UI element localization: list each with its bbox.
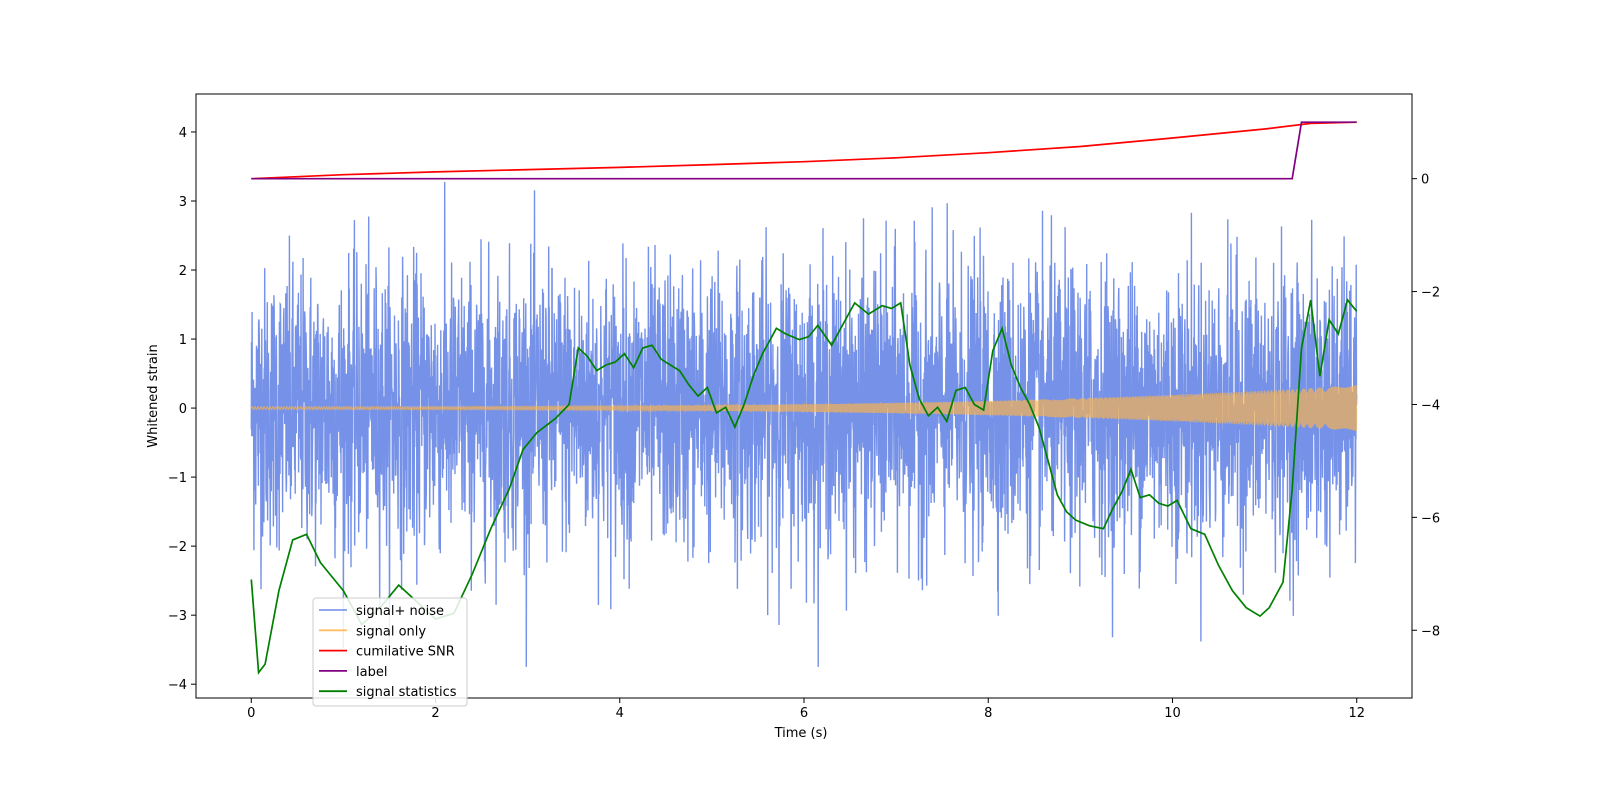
- y-tick-label: −4: [168, 678, 187, 693]
- legend-entry: label: [356, 665, 387, 680]
- legend-entry: signal only: [356, 624, 426, 639]
- x-tick-label: 6: [800, 706, 808, 721]
- legend-entry: signal+ noise: [356, 604, 444, 619]
- x-tick-label: 4: [616, 706, 624, 721]
- legend: signal+ noise signal only cumilative SNR la…: [312, 597, 468, 707]
- x-tick-label: 0: [247, 706, 255, 721]
- legend-box: [312, 597, 468, 707]
- series-signal-only-line: [250, 385, 1358, 431]
- right-axis-series: [250, 121, 1358, 675]
- y-tick-label: 0: [179, 402, 187, 417]
- x-axis-label: Time (s): [774, 726, 828, 741]
- x-tick-label: 8: [984, 706, 992, 721]
- x-tick-label: 12: [1348, 706, 1365, 721]
- y2-tick-label: −8: [1421, 624, 1440, 639]
- y-tick-label: −2: [168, 540, 187, 555]
- series-cumilative-snr: [251, 121, 1357, 180]
- x-tick-label: 2: [431, 706, 439, 721]
- y-axis-left: −4 −3 −2 −1 0 1 2 3 4: [168, 126, 196, 693]
- y-tick-label: −3: [168, 609, 187, 624]
- series-label: [251, 121, 1357, 180]
- y-axis-right: −8 −6 −4 −2 0: [1412, 173, 1440, 639]
- legend-entry: signal statistics: [356, 685, 457, 700]
- x-tick-label: 10: [1164, 706, 1181, 721]
- y-tick-label: 3: [179, 195, 187, 210]
- y-tick-label: 4: [179, 126, 187, 141]
- series-signal-statistics: [250, 298, 1358, 675]
- y2-tick-label: 0: [1421, 173, 1429, 188]
- y-axis-label: Whitened strain: [146, 344, 161, 447]
- y2-tick-label: −4: [1421, 398, 1440, 413]
- x-axis: 0 2 4 6 8 10 12: [247, 698, 1365, 721]
- y-tick-label: 2: [179, 264, 187, 279]
- series-signal-noise: [250, 181, 1358, 667]
- y2-tick-label: −6: [1421, 511, 1440, 526]
- series-signal-only: [250, 385, 1358, 431]
- y-tick-label: −1: [168, 471, 187, 486]
- legend-entry: cumilative SNR: [356, 645, 455, 660]
- series-signal-noise-line: [250, 181, 1358, 667]
- y-tick-label: 1: [179, 333, 187, 348]
- y2-tick-label: −2: [1421, 286, 1440, 301]
